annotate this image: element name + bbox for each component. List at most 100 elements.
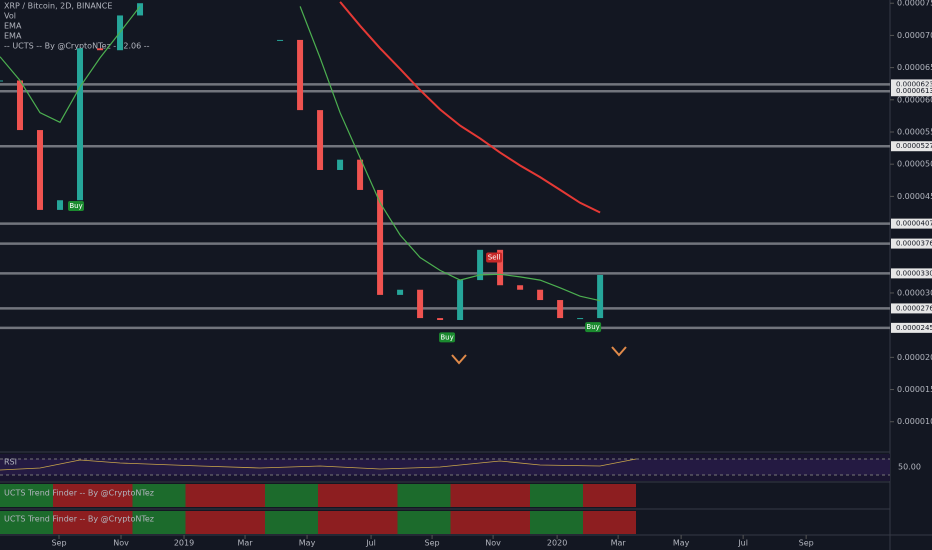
x-tick-label: Sep: [51, 539, 66, 548]
trend-stripe: [318, 484, 345, 507]
candle: [577, 318, 584, 320]
trend-stripe: [132, 484, 159, 507]
candle: [497, 249, 504, 286]
trend-stripe: [318, 511, 345, 534]
y-tick-label: 0.00007500: [897, 0, 932, 8]
trend-stripe: [0, 511, 27, 534]
rsi-band: [0, 459, 890, 475]
candle: [357, 159, 364, 190]
candle: [337, 159, 344, 170]
candle: [457, 280, 464, 321]
trend-stripe: [530, 511, 557, 534]
candle: [597, 274, 604, 319]
level-label-box: [891, 303, 932, 314]
trend-stripe: [159, 511, 186, 534]
signal-label: Buy: [586, 323, 599, 331]
x-tick-label: Sep: [425, 539, 440, 548]
trend-stripe: [291, 484, 318, 507]
y-tick-label: 0.00002000: [897, 353, 932, 362]
level-label: 0.00005279: [896, 142, 932, 150]
x-tick-label: Mar: [237, 539, 253, 548]
rsi-tick: 50.00: [898, 463, 921, 472]
trend-stripe: [185, 484, 212, 507]
trend-stripe: [609, 484, 636, 507]
trend-stripe: [424, 511, 451, 534]
trend-stripe: [424, 484, 451, 507]
y-tick-label: 0.00006000: [897, 95, 932, 104]
trend-stripe: [556, 484, 583, 507]
y-tick-label: 0.00007000: [897, 31, 932, 40]
candle: [557, 300, 564, 319]
level-label-box: [891, 79, 932, 90]
trend-stripe: [106, 484, 133, 507]
level-label: 0.00003767: [896, 240, 932, 248]
level-label-box: [891, 218, 932, 229]
trend-stripe: [238, 511, 265, 534]
trend-stripe: [556, 511, 583, 534]
panel-label: UCTS Trend Finder -- By @CryptoNTez: [4, 515, 154, 524]
candle: [417, 289, 424, 319]
trend-stripe: [79, 511, 106, 534]
candle: [537, 289, 544, 301]
trend-stripe: [53, 511, 80, 534]
y-tick-label: 0.00003000: [897, 288, 932, 297]
candle: [377, 189, 384, 295]
signal-box: [68, 201, 85, 212]
rsi-label: RSI: [4, 458, 17, 467]
y-tick-label: 0.00006500: [897, 63, 932, 72]
x-tick-label: Nov: [113, 539, 129, 548]
trend-stripe: [79, 484, 106, 507]
marker: [451, 354, 467, 365]
candle: [397, 289, 404, 295]
x-tick-label: Jul: [365, 539, 376, 548]
signal-label: Sell: [488, 254, 501, 262]
legend-item: EMA: [4, 22, 22, 31]
trend-stripe: [159, 484, 186, 507]
trend-stripe: [371, 484, 398, 507]
signal-box: [585, 322, 602, 333]
trend-stripe: [106, 511, 133, 534]
level-label: 0.00006133: [896, 87, 932, 95]
trend-stripe: [26, 511, 53, 534]
x-tick-label: Nov: [485, 539, 501, 548]
trend-stripe: [0, 484, 27, 507]
x-tick-label: 2020: [547, 539, 567, 548]
trend-stripe: [583, 484, 610, 507]
rsi-line: [0, 458, 637, 471]
candle: [57, 200, 64, 210]
candle: [97, 48, 104, 51]
x-tick-label: Mar: [611, 539, 627, 548]
trend-stripe: [185, 511, 212, 534]
candle: [517, 285, 524, 290]
trend-stripe: [344, 511, 371, 534]
trend-stripe: [503, 511, 530, 534]
candle: [37, 130, 44, 210]
trend-panel: [0, 484, 636, 507]
trend-stripe: [212, 511, 239, 534]
y-tick-label: 0.00001000: [897, 417, 932, 426]
candle: [277, 39, 284, 41]
trend-stripe: [583, 511, 610, 534]
trend-stripe: [53, 484, 80, 507]
level-label: 0.00002458: [896, 324, 932, 332]
candle: [297, 39, 304, 111]
trend-stripe: [450, 511, 477, 534]
trend-stripe: [397, 511, 424, 534]
x-tick-label: Sep: [799, 539, 814, 548]
candle: [77, 48, 84, 201]
level-label-box: [891, 238, 932, 249]
candle: [0, 80, 3, 82]
x-tick-label: May: [299, 539, 316, 548]
level-label-box: [891, 86, 932, 97]
level-label-box: [891, 268, 932, 279]
candle: [477, 249, 484, 281]
trend-stripe: [344, 484, 371, 507]
level-label: 0.00006239: [896, 80, 932, 88]
trend-stripe: [132, 511, 159, 534]
trend-stripe: [503, 484, 530, 507]
ema-line: [339, 1, 601, 214]
candle: [17, 80, 24, 131]
x-tick-label: May: [673, 539, 690, 548]
legend-title: XRP / Bitcoin, 2D, BINANCE: [4, 2, 112, 11]
